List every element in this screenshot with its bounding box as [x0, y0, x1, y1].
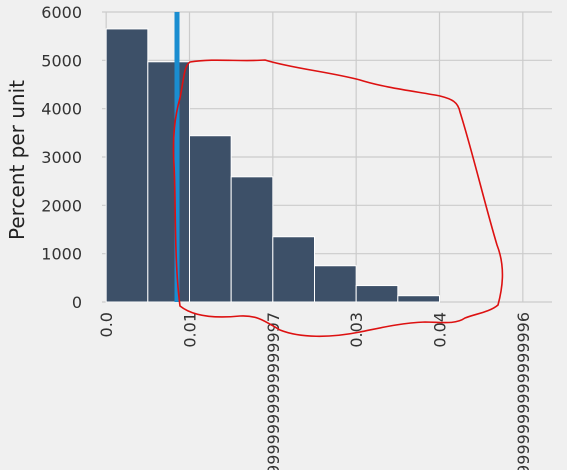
y-tick-label: 1000	[41, 245, 82, 264]
y-tick-label: 2000	[41, 196, 82, 215]
hand-drawn-annotation-loop	[172, 59, 504, 338]
histogram-bar	[189, 135, 232, 303]
x-tick-label: 0.049999999999999996	[514, 312, 533, 470]
y-tick-label: 3000	[41, 148, 82, 167]
y-tick-label: 0	[72, 293, 82, 312]
x-tick-label: 0.04	[431, 312, 450, 348]
histogram-bar	[230, 176, 274, 303]
histogram-bar	[272, 236, 316, 303]
histogram-bar	[397, 295, 441, 303]
x-tick-label: 0.019999999999999997	[264, 312, 283, 470]
histogram-bar	[147, 61, 190, 303]
bar-layer	[105, 28, 441, 303]
x-tick-label: 0.01	[181, 312, 200, 348]
y-axis-label: Percent per unit	[5, 80, 29, 240]
tick-layer: 0 1000 2000 3000 4000 5000 6000 0.0 0.01 0.019999…	[41, 3, 533, 470]
x-tick-label: 0.03	[347, 312, 366, 348]
y-tick-label: 6000	[41, 3, 82, 22]
histogram-bar	[314, 265, 357, 303]
y-tick-label: 4000	[41, 100, 82, 119]
y-tick-label: 5000	[41, 51, 82, 70]
x-tick-label: 0.0	[97, 312, 116, 337]
histogram-bar	[355, 285, 399, 303]
histogram-bar	[105, 28, 149, 303]
